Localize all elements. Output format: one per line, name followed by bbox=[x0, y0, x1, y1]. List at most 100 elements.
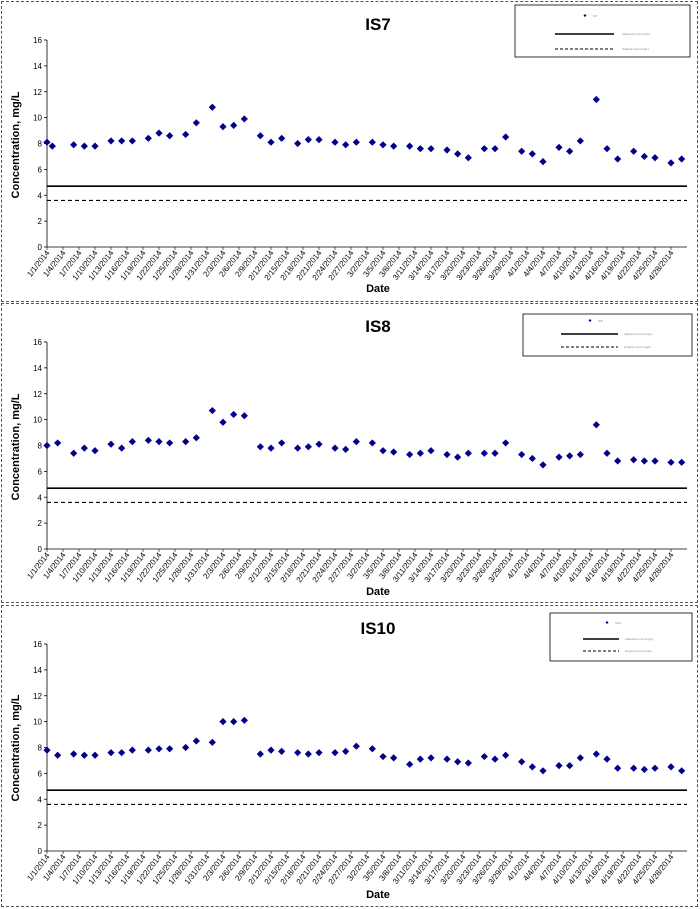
data-point bbox=[566, 762, 574, 770]
data-point bbox=[331, 749, 339, 757]
data-point bbox=[678, 155, 686, 163]
data-point bbox=[443, 450, 451, 459]
data-point bbox=[416, 449, 424, 457]
legend: IS10 Adjusted Limit (mg/L) Original Limi… bbox=[549, 612, 693, 662]
data-point bbox=[667, 458, 675, 466]
data-point bbox=[304, 443, 312, 451]
y-tick-label: 12 bbox=[33, 88, 42, 97]
y-tick-label: 10 bbox=[33, 718, 42, 727]
data-point bbox=[192, 737, 200, 745]
chart-title: IS10 bbox=[361, 619, 396, 638]
y-tick-label: 8 bbox=[38, 140, 43, 149]
chart-marks bbox=[43, 406, 687, 503]
data-point bbox=[48, 142, 56, 150]
data-point bbox=[304, 136, 312, 144]
y-tick-label: 4 bbox=[38, 795, 43, 804]
y-tick-label: 12 bbox=[33, 390, 42, 399]
data-point bbox=[166, 132, 174, 140]
data-point bbox=[480, 752, 488, 761]
data-point bbox=[315, 749, 323, 757]
data-point bbox=[427, 447, 435, 455]
data-point bbox=[555, 143, 563, 151]
data-point bbox=[267, 746, 275, 754]
data-point bbox=[454, 758, 462, 766]
data-point bbox=[208, 738, 216, 746]
y-tick-label: 4 bbox=[38, 191, 43, 200]
data-point bbox=[528, 150, 536, 158]
data-point bbox=[443, 146, 451, 154]
legend-box bbox=[522, 313, 693, 357]
legend-label-adjusted-limit: Adjusted Limit (mg/L) bbox=[622, 32, 650, 36]
data-point bbox=[603, 145, 611, 153]
legend-marker-series bbox=[583, 14, 587, 17]
data-point bbox=[368, 745, 376, 753]
data-point bbox=[256, 132, 264, 140]
data-point bbox=[144, 436, 152, 444]
data-point bbox=[294, 444, 302, 452]
data-point bbox=[342, 747, 350, 755]
data-point bbox=[267, 138, 275, 146]
data-point bbox=[539, 767, 547, 775]
y-tick-label: 12 bbox=[33, 692, 42, 701]
legend: IS7 Adjusted Limit (mg/L) Original Limit… bbox=[514, 4, 691, 58]
data-point bbox=[91, 142, 99, 150]
data-point bbox=[230, 410, 238, 419]
data-point bbox=[566, 147, 574, 155]
data-point bbox=[128, 137, 136, 145]
data-point bbox=[144, 134, 152, 142]
y-tick-label: 6 bbox=[38, 769, 43, 778]
y-axis-title: Concentration, mg/L bbox=[10, 694, 22, 801]
data-point bbox=[614, 457, 622, 465]
data-point bbox=[192, 119, 200, 127]
data-point bbox=[555, 453, 563, 461]
data-point bbox=[464, 154, 472, 162]
data-point bbox=[352, 742, 360, 750]
data-point bbox=[576, 450, 584, 459]
data-point bbox=[70, 141, 78, 149]
chart-title: IS8 bbox=[365, 317, 391, 336]
data-point bbox=[118, 749, 126, 757]
data-point bbox=[390, 142, 398, 150]
data-point bbox=[390, 754, 398, 762]
data-point bbox=[80, 751, 88, 759]
legend-label-original-limit: Original Limit (mg/L) bbox=[622, 47, 649, 51]
data-point bbox=[379, 141, 387, 149]
data-point bbox=[256, 443, 264, 451]
y-tick-label: 14 bbox=[33, 666, 42, 675]
legend-label-original-limit: Original Limit (mg/L) bbox=[625, 649, 652, 653]
data-point bbox=[331, 138, 339, 146]
data-point bbox=[54, 439, 62, 447]
y-tick-label: 8 bbox=[38, 744, 43, 753]
data-point bbox=[651, 154, 659, 162]
legend-label-series: IS10 bbox=[615, 621, 622, 625]
data-point bbox=[614, 764, 622, 772]
data-point bbox=[208, 406, 216, 415]
data-point bbox=[192, 434, 200, 442]
data-point bbox=[304, 750, 312, 758]
y-axis-title: Concentration, mg/L bbox=[10, 91, 22, 198]
data-point bbox=[91, 751, 99, 759]
data-point bbox=[107, 749, 115, 757]
y-axis-title: Concentration, mg/L bbox=[10, 393, 22, 500]
data-point bbox=[379, 447, 387, 455]
chart-panel-is10: IS10 IS10 Adjusted Limit (mg/L) Original… bbox=[1, 605, 698, 907]
y-tick-label: 16 bbox=[33, 36, 42, 45]
data-point bbox=[528, 763, 536, 771]
chart-title: IS7 bbox=[365, 15, 391, 34]
data-point bbox=[166, 745, 174, 753]
x-axis-title: Date bbox=[366, 586, 390, 598]
data-point bbox=[155, 438, 163, 446]
data-point bbox=[182, 130, 190, 139]
data-point bbox=[315, 440, 323, 448]
data-point bbox=[107, 440, 115, 448]
data-point bbox=[640, 457, 648, 465]
y-tick-label: 2 bbox=[38, 217, 43, 226]
data-point bbox=[219, 123, 227, 131]
y-tick-label: 2 bbox=[38, 519, 43, 528]
data-point bbox=[480, 145, 488, 153]
y-tick-label: 0 bbox=[38, 243, 43, 252]
data-point bbox=[630, 147, 638, 155]
data-point bbox=[155, 129, 163, 137]
data-point bbox=[128, 746, 136, 754]
chart-panel-is8: IS8 IS8 Adjusted Limit (mg/L) Original L… bbox=[1, 303, 698, 603]
